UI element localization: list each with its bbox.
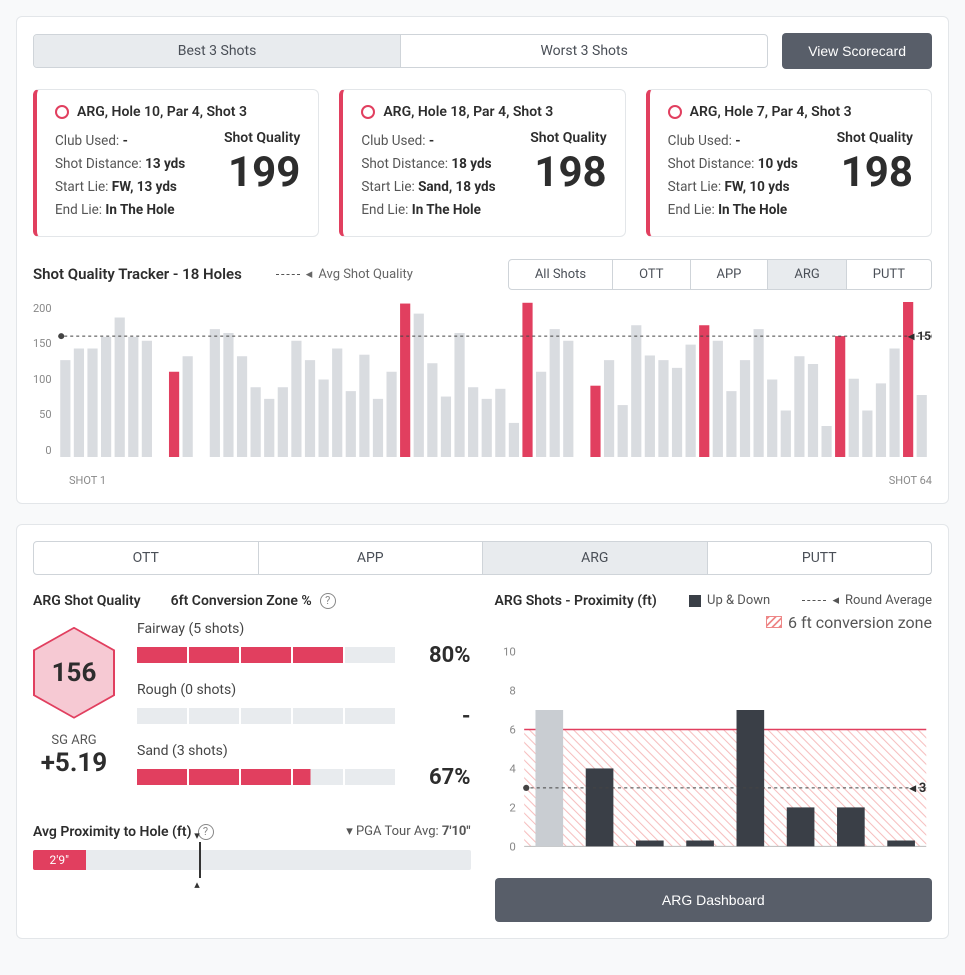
y-axis: 200150100500 xyxy=(33,302,58,457)
conv-pct: - xyxy=(411,704,471,729)
svg-text:4: 4 xyxy=(509,761,516,775)
conv-label: Sand (3 shots) xyxy=(137,743,471,759)
view-scorecard-button[interactable]: View Scorecard xyxy=(782,33,932,69)
tracker-title: Shot Quality Tracker - 18 Holes xyxy=(33,265,242,283)
conv-pct: 67% xyxy=(411,765,471,790)
conv-bar xyxy=(137,769,395,785)
conv-label: Fairway (5 shots) xyxy=(137,621,471,637)
x-end-label: SHOT 64 xyxy=(889,474,932,487)
conversion-row: Fairway (5 shots) 80% xyxy=(137,621,471,668)
top-panel: Best 3 Shots Worst 3 Shots View Scorecar… xyxy=(16,16,949,504)
shots-segmented: Best 3 Shots Worst 3 Shots xyxy=(33,34,768,68)
tracker-header: Shot Quality Tracker - 18 Holes ◂ Avg Sh… xyxy=(33,259,932,290)
arg-dashboard-button[interactable]: ARG Dashboard xyxy=(495,878,933,922)
bottom-grid: ARG Shot Quality 6ft Conversion Zone % ?… xyxy=(33,593,932,922)
svg-text:2: 2 xyxy=(509,800,515,814)
legend-roundavg: Round Average xyxy=(845,593,932,608)
ring-icon xyxy=(668,105,682,119)
ring-icon xyxy=(55,105,69,119)
tracker-tab-arg[interactable]: ARG xyxy=(767,260,845,289)
card-title: ARG, Hole 18, Par 4, Shot 3 xyxy=(383,104,553,120)
ring-icon xyxy=(361,105,375,119)
prox-fill: 2'9" xyxy=(33,850,86,870)
sq-header: ARG Shot Quality xyxy=(33,593,141,609)
bottom-tab-app[interactable]: APP xyxy=(258,542,483,574)
card-title: ARG, Hole 10, Par 4, Shot 3 xyxy=(77,104,247,120)
tracker-tab-all shots[interactable]: All Shots xyxy=(509,260,612,289)
bottom-tab-ott[interactable]: OTT xyxy=(34,542,258,574)
svg-text:10: 10 xyxy=(502,644,515,658)
tab-best-shots[interactable]: Best 3 Shots xyxy=(34,35,400,67)
pga-label: ▾ PGA Tour Avg: 7'10" xyxy=(346,824,470,839)
prox-chart-title: ARG Shots - Proximity (ft) xyxy=(495,593,657,609)
shot-card[interactable]: ARG, Hole 7, Par 4, Shot 3 Club Used: - … xyxy=(646,89,932,237)
tracker-chart: 200150100500 ◂ 156 xyxy=(33,298,932,468)
tracker-tab-putt[interactable]: PUTT xyxy=(846,260,931,289)
conv-pct: 80% xyxy=(411,643,471,668)
left-headers: ARG Shot Quality 6ft Conversion Zone % ? xyxy=(33,593,471,609)
sq-label: Shot Quality xyxy=(530,130,606,146)
prox-bar: 2'9" xyxy=(33,850,471,870)
svg-text:8: 8 xyxy=(509,683,515,697)
card-title: ARG, Hole 7, Par 4, Shot 3 xyxy=(690,104,852,120)
legend-zone: 6 ft conversion zone xyxy=(788,613,932,632)
bottom-tab-putt[interactable]: PUTT xyxy=(707,542,932,574)
bottom-left: ARG Shot Quality 6ft Conversion Zone % ?… xyxy=(33,593,471,922)
tracker-segmented: All ShotsOTTAPPARGPUTT xyxy=(508,259,932,290)
tracker-tab-ott[interactable]: OTT xyxy=(612,260,689,289)
shot-card[interactable]: ARG, Hole 18, Par 4, Shot 3 Club Used: -… xyxy=(339,89,625,237)
conv-bar xyxy=(137,708,395,724)
conversion-row: Rough (0 shots) - xyxy=(137,682,471,729)
tab-worst-shots[interactable]: Worst 3 Shots xyxy=(400,35,767,67)
card-stats: Club Used: - Shot Distance: 18 yds Start… xyxy=(361,130,495,222)
hex-value: 156 xyxy=(35,629,113,717)
sq-value: 199 xyxy=(224,150,300,196)
svg-text:6: 6 xyxy=(509,722,515,736)
help-icon[interactable]: ? xyxy=(320,593,336,609)
sg-label: SG ARG xyxy=(33,733,115,748)
card-stats: Club Used: - Shot Distance: 13 yds Start… xyxy=(55,130,185,222)
sq-label: Shot Quality xyxy=(837,130,913,146)
conv-header: 6ft Conversion Zone % xyxy=(171,593,312,609)
x-start-label: SHOT 1 xyxy=(69,474,106,487)
proximity-section: Avg Proximity to Hole (ft) ? ▾ PGA Tour … xyxy=(33,824,471,870)
bottom-right: ARG Shots - Proximity (ft) Up & Down ◂ R… xyxy=(495,593,933,922)
shot-card[interactable]: ARG, Hole 10, Par 4, Shot 3 Club Used: -… xyxy=(33,89,319,237)
prox-marker xyxy=(199,842,201,878)
hex-block: 156 SG ARG +5.19 xyxy=(33,621,115,804)
bottom-tab-arg[interactable]: ARG xyxy=(482,542,707,574)
conversion-row: Sand (3 shots) 67% xyxy=(137,743,471,790)
sq-label: Shot Quality xyxy=(224,130,300,146)
conv-bar xyxy=(137,647,395,663)
tracker-svg: ◂ 156 xyxy=(58,298,932,468)
svg-text:0: 0 xyxy=(509,839,515,853)
card-stats: Club Used: - Shot Distance: 10 yds Start… xyxy=(668,130,798,222)
sg-value: +5.19 xyxy=(33,748,115,778)
legend-updown: Up & Down xyxy=(707,593,770,608)
svg-text:◂ 3: ◂ 3 xyxy=(908,781,926,796)
conv-label: Rough (0 shots) xyxy=(137,682,471,698)
svg-text:◂ 156: ◂ 156 xyxy=(907,329,932,343)
bottom-panel: OTTAPPARGPUTT ARG Shot Quality 6ft Conve… xyxy=(16,524,949,939)
proximity-svg: 0 2 4 6 8 10 ◂ 3 xyxy=(495,640,933,860)
avg-legend: ◂ Avg Shot Quality xyxy=(276,267,413,282)
x-axis-labels: SHOT 1 SHOT 64 xyxy=(33,468,932,487)
sq-value: 198 xyxy=(837,150,913,196)
quality-hexagon: 156 xyxy=(33,627,115,719)
shot-cards: ARG, Hole 10, Par 4, Shot 3 Club Used: -… xyxy=(33,89,932,237)
sq-value: 198 xyxy=(530,150,606,196)
tracker-tab-app[interactable]: APP xyxy=(690,260,768,289)
top-controls: Best 3 Shots Worst 3 Shots View Scorecar… xyxy=(33,33,932,69)
bottom-segmented: OTTAPPARGPUTT xyxy=(33,541,932,575)
prox-title: Avg Proximity to Hole (ft) xyxy=(33,824,192,840)
conversion-block: Fairway (5 shots) 80% Rough (0 shots) - … xyxy=(137,621,471,804)
